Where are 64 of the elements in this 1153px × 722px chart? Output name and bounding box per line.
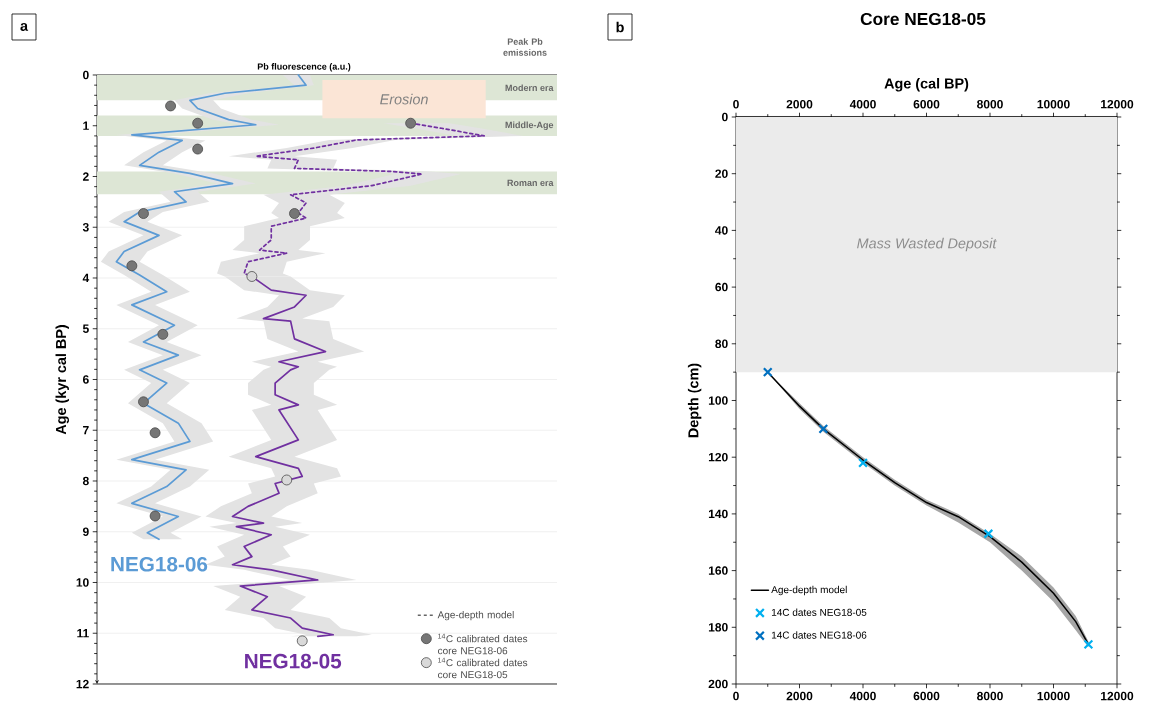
legend-label: 14C dates NEG18-06 [771, 631, 867, 639]
legend-label: $^{14}$C calibrated dates core NEG18-05 [438, 657, 528, 679]
y-tick-label: 80 [715, 339, 728, 349]
band-label: Mass Wasted Deposit [857, 237, 997, 252]
chart-title: Core NEG18-05 [860, 12, 986, 26]
text: Peak Pb emissions [503, 38, 547, 56]
y-tick-label: 60 [715, 282, 728, 292]
y-tick-label: 2 [82, 172, 89, 181]
y-tick-label: 12 [76, 679, 89, 689]
y-tick-label: 1 [83, 121, 89, 130]
x-tick-label: 0 [733, 691, 739, 701]
y-tick-label: 5 [82, 324, 89, 333]
text: a [20, 23, 29, 31]
y-axis-title: Depth (cm) [687, 363, 702, 438]
y-tick-label: 140 [708, 509, 728, 519]
y-tick-label: 4 [82, 273, 90, 283]
y-tick-label: 0 [83, 70, 89, 80]
x-tick-label: 2000 [786, 691, 813, 701]
x2-tick-label: 2000 [786, 99, 813, 109]
legend-label: $^{14}$C calibrated dates core NEG18-06 [438, 633, 528, 655]
legend-label: Age-depth model [771, 585, 847, 596]
y-tick-label: 160 [708, 566, 728, 575]
point [1083, 639, 1094, 650]
y-tick-label: 6 [82, 375, 89, 384]
y-tick-label: 8 [82, 476, 89, 486]
band-label: Middle-Age [505, 121, 554, 130]
y-tick-label: 10 [76, 578, 89, 587]
point [983, 528, 994, 539]
x2-tick-label: 0 [733, 99, 739, 109]
x-tick-label: 8000 [977, 691, 1003, 701]
x2-tick-label: 8000 [977, 99, 1003, 109]
text: b [616, 21, 624, 33]
y-tick-label: 40 [715, 226, 728, 235]
x2-tick-label: 4000 [849, 99, 876, 109]
y-tick-label: 200 [708, 679, 728, 689]
y-axis-title: Age (kyr cal BP) [55, 325, 69, 435]
point [818, 423, 829, 434]
x-tick-label: 4000 [849, 691, 876, 701]
y-tick-label: 0 [722, 112, 728, 122]
band-label: Roman era [507, 179, 554, 186]
y-tick-label: 11 [77, 629, 89, 638]
legend-label: 14C dates NEG18-05 [771, 608, 867, 616]
series-label: NEG18-06 [111, 556, 208, 572]
point [858, 457, 868, 468]
x-axis-title: Pb fluorescence (a.u.) [257, 63, 351, 72]
band-label: Modern era [505, 84, 554, 91]
y-tick-label: 120 [708, 452, 728, 462]
y-tick-label: 20 [715, 169, 728, 178]
x-tick-label: 6000 [913, 691, 940, 701]
x2-tick-label: 6000 [913, 99, 940, 109]
annotation: Age-depth model [437, 610, 514, 621]
y-tick-label: 7 [83, 426, 89, 435]
y-tick-label: 9 [82, 527, 89, 536]
x2-tick-label: 12000 [1101, 99, 1134, 109]
x2-tick-label: 10000 [1037, 99, 1070, 109]
point [762, 367, 773, 378]
y-tick-label: 100 [708, 396, 728, 405]
series-label: NEG18-05 [245, 653, 342, 669]
band-label: Erosion [380, 93, 428, 105]
x2-axis-title: Age (cal BP) [884, 77, 969, 92]
y-tick-label: 3 [82, 222, 89, 232]
y-tick-label: 180 [708, 623, 728, 632]
x-tick-label: 10000 [1037, 691, 1070, 701]
x-tick-label: 12000 [1101, 691, 1134, 701]
